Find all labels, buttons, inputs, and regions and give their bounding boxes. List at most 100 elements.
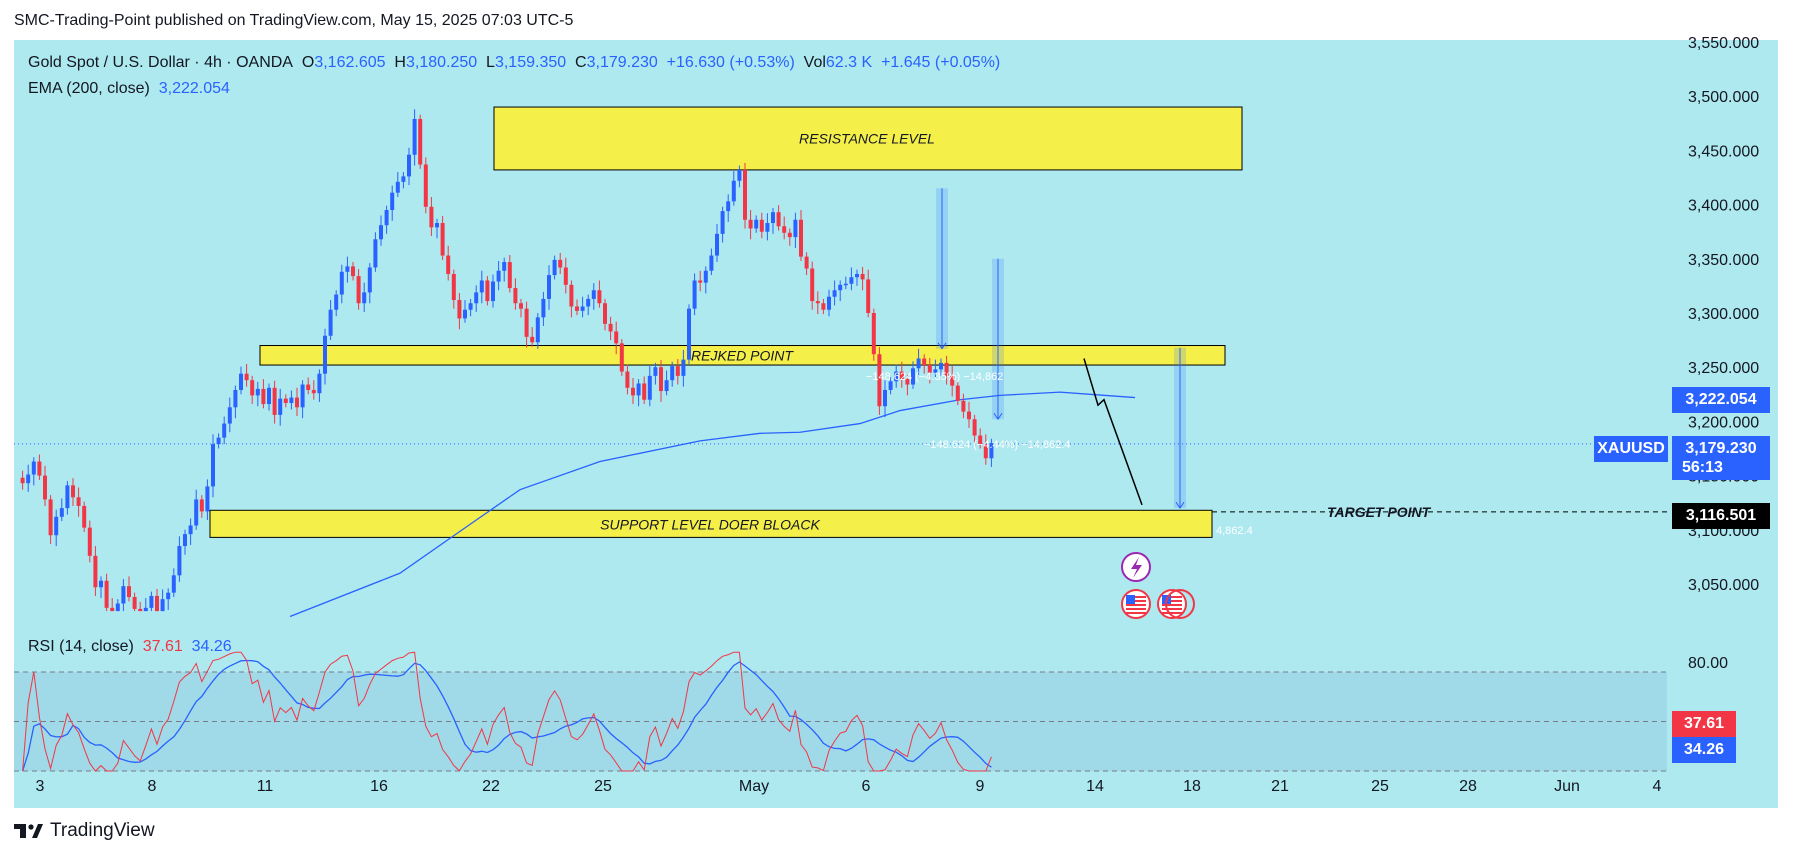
- candle: [345, 256, 350, 283]
- candle-body: [451, 273, 456, 300]
- candle: [435, 218, 439, 239]
- rsi-legend[interactable]: RSI (14, close) 37.61 34.26: [28, 638, 232, 656]
- candle: [20, 470, 25, 490]
- candle-body: [222, 423, 227, 438]
- candle: [244, 363, 249, 387]
- candle-body: [916, 358, 921, 369]
- candle-body: [199, 499, 204, 512]
- candle-body: [283, 398, 288, 403]
- candle: [927, 357, 932, 384]
- candle-body: [183, 534, 187, 547]
- candle-body: [188, 525, 193, 535]
- candle-body: [558, 259, 563, 268]
- candle: [922, 354, 927, 374]
- flag-stripe: [1126, 604, 1146, 606]
- candle-body: [888, 381, 893, 390]
- flag-stripe: [1162, 612, 1182, 614]
- candle: [849, 267, 854, 291]
- tradingview-logo-icon: [14, 824, 43, 838]
- candle: [888, 376, 893, 395]
- candle-body: [726, 201, 731, 212]
- candle-body: [933, 369, 938, 373]
- candle-body: [71, 485, 75, 498]
- x-tick-label: 16: [370, 778, 388, 795]
- candle: [278, 388, 283, 426]
- resistance-zone: [493, 106, 1243, 171]
- candle-body: [698, 280, 703, 283]
- x-tick-label: 6: [862, 778, 871, 795]
- candle: [939, 358, 943, 376]
- candle: [155, 588, 159, 612]
- x-tick-label: Jun: [1554, 778, 1580, 795]
- candle: [121, 579, 126, 612]
- tradingview-footer[interactable]: TradingView: [14, 820, 155, 842]
- x-tick-label: 11: [257, 778, 274, 795]
- candle-body: [463, 309, 467, 319]
- candle: [664, 370, 669, 396]
- candle-body: [82, 505, 87, 528]
- candle: [423, 157, 428, 214]
- candle: [776, 205, 781, 231]
- candle-body: [911, 368, 915, 385]
- candle-body: [754, 219, 759, 229]
- target-price-tag: 3,116.501: [1672, 503, 1770, 529]
- x-tick-label: 9: [976, 778, 985, 795]
- candle: [709, 248, 714, 276]
- candle-body: [401, 176, 406, 182]
- candle: [530, 327, 535, 347]
- candle-body: [295, 397, 299, 408]
- candle-body: [138, 608, 143, 612]
- candle-body: [306, 384, 311, 390]
- candle-body: [799, 219, 803, 257]
- candle-body: [48, 499, 53, 536]
- candle: [362, 282, 367, 312]
- ema-price-tag: 3,222.054: [1672, 387, 1770, 413]
- candle-body: [927, 365, 932, 373]
- candle-body: [687, 308, 691, 360]
- candle-body: [485, 280, 490, 302]
- candle-body: [379, 225, 383, 240]
- rsi-label: RSI (14, close): [28, 638, 134, 655]
- flag-stripe: [1162, 604, 1182, 606]
- candle: [860, 266, 865, 291]
- candle: [311, 380, 316, 400]
- candle: [289, 390, 294, 410]
- candle: [71, 478, 75, 506]
- candle: [737, 165, 742, 188]
- candle-body: [412, 118, 417, 155]
- candle: [211, 434, 215, 498]
- candle: [871, 308, 876, 361]
- candle: [524, 301, 529, 348]
- candle: [989, 438, 994, 467]
- candle: [759, 212, 764, 239]
- candle: [653, 362, 658, 385]
- candle: [978, 428, 983, 449]
- y-tick-label: 3,550.000: [1688, 35, 1759, 52]
- candle-body: [160, 599, 165, 612]
- candle: [827, 289, 831, 317]
- candle: [899, 361, 904, 388]
- candle: [233, 385, 238, 419]
- candle: [575, 299, 579, 316]
- candle: [379, 215, 383, 246]
- candle: [569, 280, 574, 318]
- candle-body: [211, 444, 215, 487]
- candle: [474, 285, 479, 312]
- x-tick-label: 28: [1459, 778, 1477, 795]
- candle-body: [832, 290, 837, 297]
- candle-body: [99, 580, 103, 588]
- measure-2-label: −148.624 (−4.44%) −14,862.4: [924, 439, 1070, 451]
- candle: [54, 509, 59, 547]
- candle-body: [955, 385, 960, 401]
- x-tick-label: 21: [1271, 778, 1289, 795]
- candle-body: [362, 292, 367, 304]
- candle-body: [653, 367, 658, 376]
- candle: [983, 434, 988, 465]
- candle: [877, 347, 882, 415]
- ema-legend[interactable]: EMA (200, close) 3,222.054: [28, 80, 230, 98]
- candle: [37, 454, 42, 480]
- x-tick-label: 4: [1653, 778, 1662, 795]
- candle-body: [922, 358, 927, 366]
- y-tick-label: 3,200.000: [1688, 414, 1759, 431]
